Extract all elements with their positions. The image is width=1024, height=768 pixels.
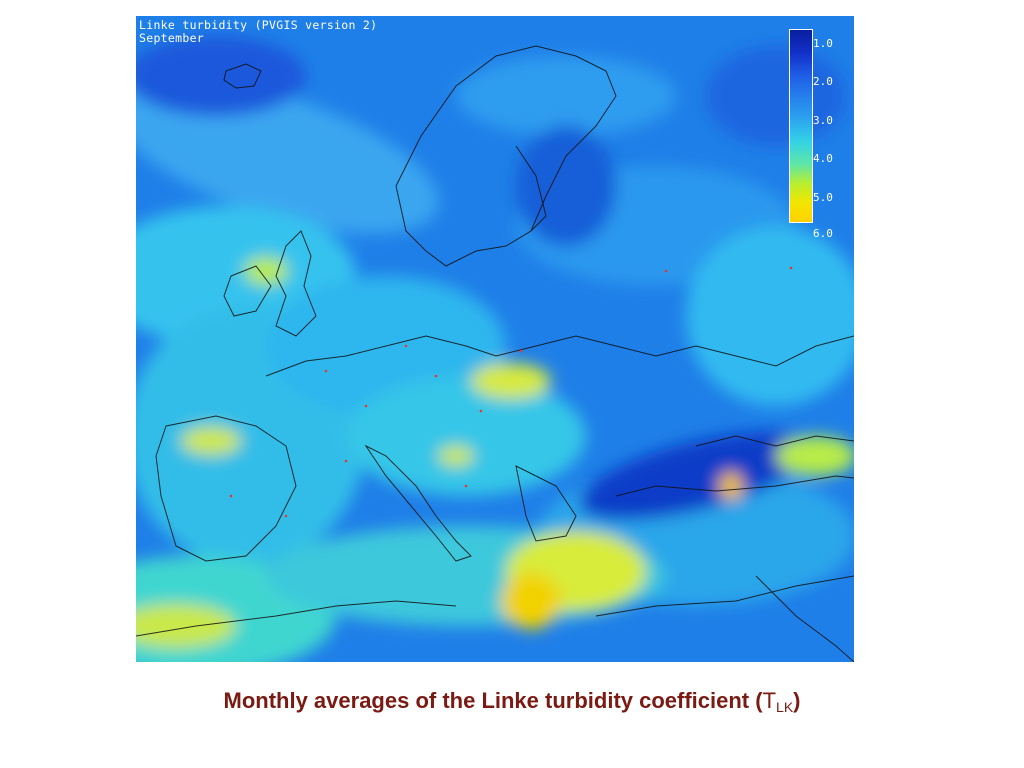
- station-markers: [229, 266, 793, 518]
- coastlines: [136, 45, 854, 662]
- legend-tick: 6.0: [813, 227, 833, 240]
- turbidity-map: Linke turbidity (PVGIS version 2) Septem…: [136, 16, 854, 662]
- map-title-line1: Linke turbidity (PVGIS version 2): [139, 18, 378, 32]
- legend-tick: 4.0: [813, 152, 833, 165]
- legend-tick: 5.0: [813, 191, 833, 204]
- caption-subscript: LK: [776, 699, 794, 715]
- colorbar-legend: 1.0 2.0 3.0 4.0 5.0 6.0: [789, 29, 849, 240]
- legend-tick: 3.0: [813, 114, 833, 127]
- legend-tick: 1.0: [813, 37, 833, 50]
- slide-caption: Monthly averages of the Linke turbidity …: [223, 688, 801, 715]
- legend-tick: 2.0: [813, 75, 833, 88]
- map-title: Linke turbidity (PVGIS version 2) Septem…: [139, 19, 377, 45]
- turbidity-field: [136, 36, 854, 662]
- colorbar: [789, 29, 813, 223]
- caption-symbol: T: [762, 688, 777, 713]
- map-title-line2: September: [139, 31, 205, 45]
- map-image: [136, 16, 854, 662]
- caption-text: Monthly averages of the Linke turbidity …: [223, 688, 750, 713]
